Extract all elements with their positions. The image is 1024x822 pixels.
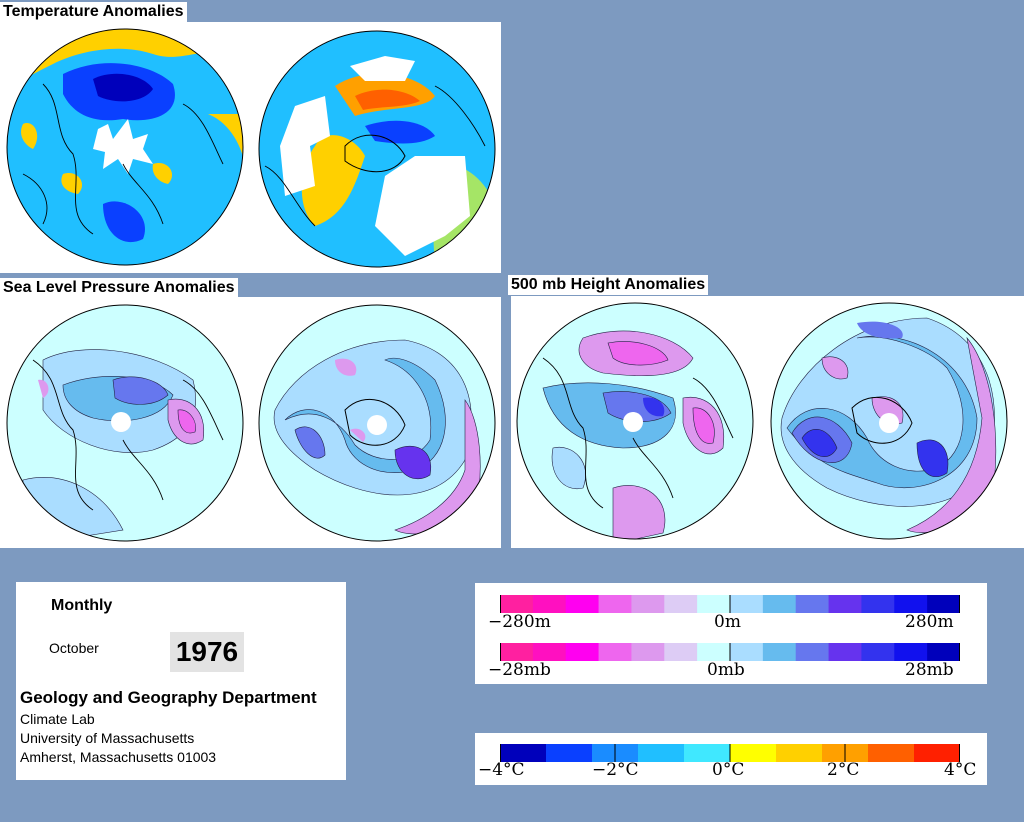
university-label: University of Massachusetts (20, 730, 195, 746)
height-legend-right: 280m (905, 612, 954, 632)
colorbar-swatch (638, 744, 685, 762)
colorbar-swatch (532, 643, 567, 661)
temp-tick-3: 2°C (827, 760, 860, 780)
colorbar-swatch (730, 595, 764, 613)
colorbar-swatch (927, 643, 960, 661)
height-legend-center: 0m (714, 612, 741, 632)
year-label: 1976 (170, 632, 244, 672)
colorbar-swatch (828, 643, 862, 661)
colorbar-swatch (546, 744, 593, 762)
colorbar-swatch (697, 595, 731, 613)
colorbar-swatch (927, 595, 960, 613)
period-type: Monthly (51, 597, 113, 614)
month-label: October (49, 640, 99, 656)
colorbar-swatch (861, 595, 895, 613)
pressure-legend-right: 28mb (905, 660, 954, 680)
colorbar-swatch (565, 595, 600, 613)
colorbar-swatch (730, 643, 764, 661)
colorbar-swatch (631, 595, 665, 613)
colorbar-swatch (730, 744, 777, 762)
height-title: 500 mb Height Anomalies (508, 275, 709, 295)
temperature-colorbar (500, 744, 960, 762)
height-colorbar (500, 595, 960, 613)
address-label: Amherst, Massachusetts 01003 (20, 749, 217, 765)
colorbar-swatch (828, 595, 862, 613)
temp-tick-1: −2°C (592, 760, 639, 780)
colorbar-swatch (697, 643, 731, 661)
colorbar-swatch (500, 643, 534, 661)
height-north-map (516, 302, 754, 540)
colorbar-swatch (598, 643, 632, 661)
slp-title: Sea Level Pressure Anomalies (0, 278, 238, 298)
colorbar-swatch (500, 744, 547, 762)
colorbar-swatch (861, 643, 895, 661)
colorbar-swatch (664, 595, 698, 613)
colorbar-swatch (868, 744, 915, 762)
slp-north-map (6, 304, 244, 542)
colorbar-swatch (762, 595, 797, 613)
colorbar-swatch (684, 744, 731, 762)
temp-tick-2: 0°C (712, 760, 745, 780)
colorbar-swatch (914, 744, 960, 762)
lab-label: Climate Lab (20, 711, 95, 727)
colorbar-swatch (565, 643, 600, 661)
colorbar-swatch (795, 595, 830, 613)
temp-north-map (6, 28, 244, 266)
pressure-legend-left: −28mb (488, 660, 551, 680)
temp-south-map (258, 30, 496, 268)
colorbar-swatch (762, 643, 797, 661)
colorbar-swatch (598, 595, 632, 613)
colorbar-swatch (631, 643, 665, 661)
colorbar-swatch (894, 643, 928, 661)
temperature-title: Temperature Anomalies (0, 2, 187, 22)
height-south-map (770, 302, 1008, 540)
colorbar-swatch (500, 595, 534, 613)
info-box (16, 582, 346, 780)
colorbar-swatch (532, 595, 567, 613)
temp-tick-0: −4°C (478, 760, 525, 780)
slp-south-map (258, 304, 496, 542)
colorbar-swatch (776, 744, 823, 762)
height-legend-left: −280m (488, 612, 551, 632)
pressure-colorbar (500, 643, 960, 661)
colorbar-swatch (795, 643, 830, 661)
pressure-legend-center: 0mb (707, 660, 745, 680)
temp-tick-4: 4°C (944, 760, 977, 780)
colorbar-swatch (664, 643, 698, 661)
colorbar-swatch (894, 595, 928, 613)
department-label: Geology and Geography Department (20, 688, 317, 707)
